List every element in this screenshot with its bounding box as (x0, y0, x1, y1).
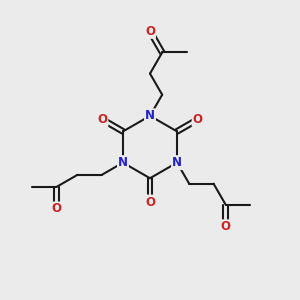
Text: O: O (145, 25, 155, 38)
Text: O: O (145, 196, 155, 208)
Text: N: N (118, 156, 128, 169)
Text: O: O (193, 113, 202, 126)
Text: O: O (98, 113, 107, 126)
Text: O: O (221, 220, 231, 233)
Text: O: O (51, 202, 62, 215)
Text: N: N (145, 109, 155, 122)
Text: N: N (172, 156, 182, 169)
